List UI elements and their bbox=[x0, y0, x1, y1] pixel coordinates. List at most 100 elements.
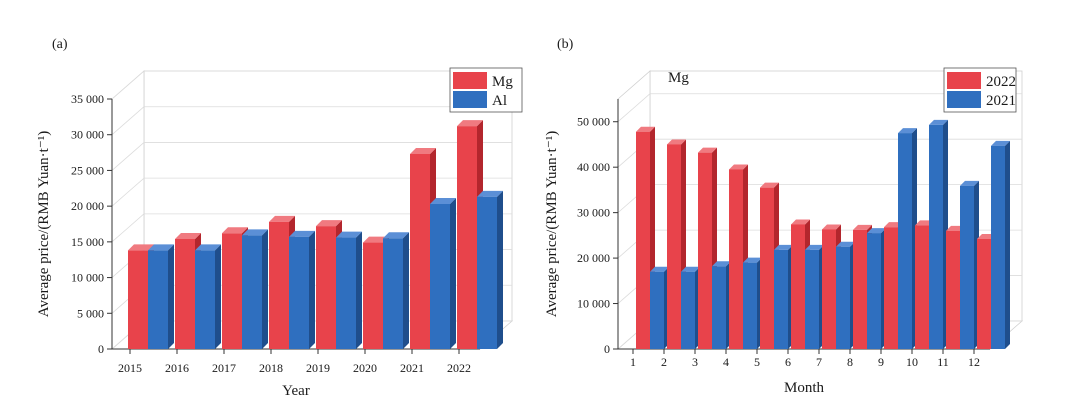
chart-b-bar-top bbox=[743, 257, 762, 263]
chart-a-y-tick-label: 35 000 bbox=[71, 92, 104, 106]
chart-b-x-tick-label: 5 bbox=[754, 355, 760, 369]
chart-b-bar-front bbox=[650, 271, 664, 349]
chart-b-bar-front bbox=[960, 185, 974, 349]
chart-a-bar-side bbox=[262, 229, 268, 349]
chart-b-y-tick-label: 40 000 bbox=[577, 160, 610, 174]
chart-b-x-tick-label: 4 bbox=[723, 355, 729, 369]
chart-b-bar-front bbox=[636, 131, 650, 349]
chart-b-y-tick-label: 30 000 bbox=[577, 206, 610, 220]
chart-a-x-tick-label: 2018 bbox=[259, 361, 283, 375]
chart-b-bar-front bbox=[760, 187, 774, 349]
chart-b-bar-2021-6 bbox=[805, 244, 824, 349]
chart-a-bar-top bbox=[242, 229, 268, 236]
chart-b-bar-front bbox=[991, 145, 1005, 349]
chart-b-bar-front bbox=[712, 266, 726, 349]
chart-b-bar-front bbox=[729, 169, 743, 349]
chart-b-x-tick-label: 10 bbox=[906, 355, 918, 369]
chart-a-x-tick-label: 2019 bbox=[306, 361, 330, 375]
chart-a-legend-swatch-al bbox=[453, 91, 487, 108]
chart-b-bar-top bbox=[650, 266, 669, 272]
chart-b-y-tick-label: 0 bbox=[604, 342, 610, 356]
chart-b-bar-front bbox=[929, 124, 943, 349]
chart-a-y-tick-label: 20 000 bbox=[71, 199, 104, 213]
chart-a-bar-top bbox=[363, 236, 389, 243]
chart-a-x-tick-label: 2017 bbox=[212, 361, 236, 375]
chart-b-bar-2021-3 bbox=[712, 261, 731, 349]
chart-b-bar-top bbox=[791, 219, 810, 225]
chart-b-y-tick-label: 50 000 bbox=[577, 115, 610, 129]
chart-a-bar-front bbox=[336, 237, 356, 349]
chart-a-bar-front bbox=[383, 238, 403, 349]
chart-a-y-tick-label: 5 000 bbox=[77, 306, 104, 320]
chart-b-x-tick-label: 11 bbox=[937, 355, 949, 369]
chart-b-bar-top bbox=[681, 266, 700, 272]
chart-a-y-tick-label: 0 bbox=[98, 342, 104, 356]
chart-a-bar-top bbox=[222, 227, 248, 234]
chart-b-bar-front bbox=[774, 249, 788, 349]
chart-b-y-tick-label: 20 000 bbox=[577, 251, 610, 265]
chart-b-gridline-side bbox=[617, 93, 651, 123]
chart-a-bar-top bbox=[148, 244, 174, 251]
chart-b-legend-label-2021: 2021 bbox=[986, 93, 1016, 109]
chart-a-bar-top bbox=[128, 244, 154, 251]
chart-a-bar-top bbox=[316, 220, 342, 227]
chart-a-bar-top bbox=[457, 120, 483, 127]
chart-b-bar-front bbox=[681, 271, 695, 349]
chart-a-bar-top bbox=[477, 190, 503, 197]
chart-a-bar-top bbox=[175, 233, 201, 239]
chart-a-bar-front bbox=[316, 226, 336, 349]
chart-a-y-tick-label: 15 000 bbox=[71, 235, 104, 249]
chart-a-x-tick-label: 2020 bbox=[353, 361, 377, 375]
chart-a-x-tick-label: 2015 bbox=[118, 361, 142, 375]
chart-a-bar-front bbox=[128, 250, 148, 349]
chart-b-x-tick-label: 2 bbox=[661, 355, 667, 369]
chart-b-bar-front bbox=[898, 133, 912, 349]
chart-a-bar-al-2017 bbox=[242, 229, 268, 349]
chart-a-bar-top bbox=[383, 232, 409, 239]
chart-a-bar-front bbox=[269, 221, 289, 349]
chart-a-bar-top bbox=[195, 244, 221, 251]
chart-a-panel-label: (a) bbox=[52, 37, 68, 52]
chart-b-bar-top bbox=[867, 228, 886, 234]
chart-b-bar-top bbox=[667, 139, 686, 145]
chart-a-bar-top bbox=[410, 148, 436, 154]
chart-a-bar-front bbox=[195, 250, 215, 349]
chart-a-bar-al-2020 bbox=[383, 232, 409, 349]
chart-b-x-tick-label: 8 bbox=[847, 355, 853, 369]
chart-b-bar-front bbox=[667, 144, 681, 349]
chart-a-bar-front bbox=[363, 242, 383, 349]
chart-b-legend-swatch-2021 bbox=[947, 91, 981, 108]
chart-b-x-tick-label: 12 bbox=[968, 355, 980, 369]
chart-b-panel-label: (b) bbox=[557, 37, 574, 52]
chart-a-gridline-side bbox=[111, 213, 145, 243]
chart-a-bar-side bbox=[168, 244, 174, 349]
chart-b-bar-2021-1 bbox=[650, 266, 669, 349]
chart-b-bar-2021-11 bbox=[960, 180, 979, 349]
chart-a-y-tick-label: 30 000 bbox=[71, 128, 104, 142]
chart-b-x-tick-label: 3 bbox=[692, 355, 698, 369]
chart-a-x-tick-label: 2021 bbox=[400, 361, 424, 375]
chart-a-legend-label-al: Al bbox=[492, 93, 507, 109]
chart-b-bar-2021-7 bbox=[836, 241, 855, 349]
chart-b-y-axis-label: Average price/(RMB Yuan·t⁻¹) bbox=[544, 131, 560, 318]
chart-b-bar-front bbox=[805, 249, 819, 349]
chart-a-bar-side bbox=[450, 198, 456, 349]
chart-b-bar-front bbox=[977, 239, 991, 349]
chart-b-x-axis-label: Month bbox=[784, 380, 825, 396]
chart-b-bar-top bbox=[960, 180, 979, 186]
chart-b-bar-top bbox=[729, 164, 748, 170]
chart-a-gridline-side bbox=[111, 177, 145, 207]
chart-a-bar-front bbox=[148, 250, 168, 349]
chart-a-bar-top bbox=[336, 231, 362, 238]
chart-a-gridline-side bbox=[111, 70, 145, 100]
chart-a-x-tick-label: 2022 bbox=[447, 361, 471, 375]
chart-a-bar-side bbox=[309, 230, 315, 349]
chart-b-x-tick-label: 7 bbox=[816, 355, 822, 369]
chart-a-gridline-side bbox=[111, 142, 145, 171]
chart-b-bar-top bbox=[929, 119, 948, 125]
chart-a-legend-swatch-mg bbox=[453, 72, 487, 89]
chart-b-bar-front bbox=[915, 225, 929, 349]
chart-b-bar-top bbox=[805, 244, 824, 250]
